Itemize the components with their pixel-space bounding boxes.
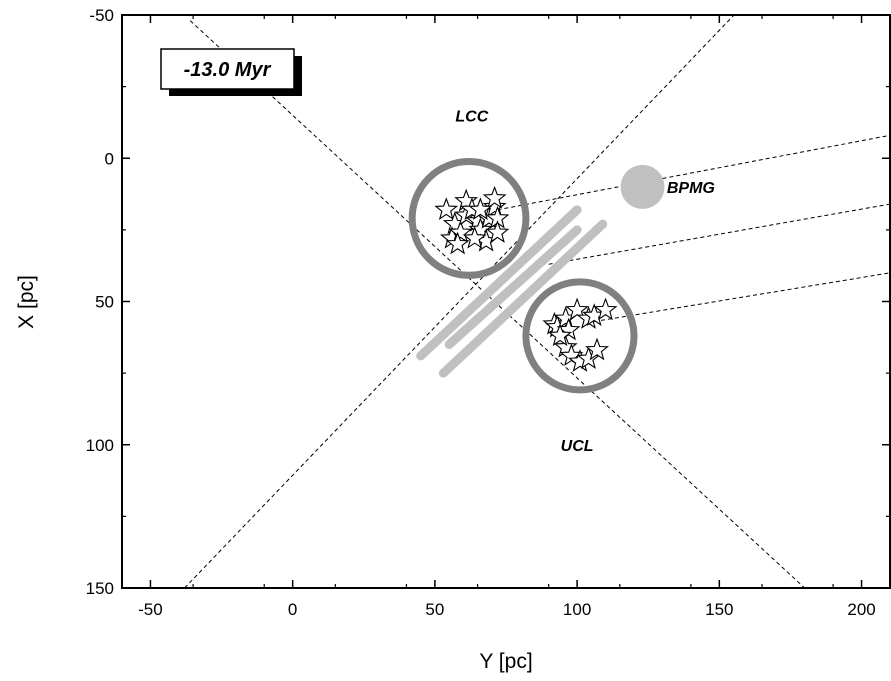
ticks: -50 0 50 100 150 200 -50 0 50 100 150 <box>86 6 890 619</box>
star-marker-lcc <box>448 220 473 243</box>
star-marker-ucl <box>565 297 590 321</box>
star-marker-lcc <box>468 197 493 220</box>
x-tick-label: 200 <box>847 600 875 619</box>
x-axis-title: Y [pc] <box>479 650 532 673</box>
star-marker-lcc <box>434 197 459 220</box>
group-circle-lcc <box>408 158 530 279</box>
plot-frame <box>121 14 891 589</box>
y-tick-label: 0 <box>105 149 114 168</box>
region-label-bpmg: BPMG <box>667 180 715 197</box>
region-labels: LCC UCL BPMG <box>455 108 714 454</box>
y-tick-label: 100 <box>86 436 114 455</box>
x-tick-label: 50 <box>425 600 444 619</box>
time-label: -13.0 Myr <box>184 59 272 81</box>
time-label-frame <box>160 48 295 90</box>
star-marker-lcc <box>462 225 487 249</box>
x-tick-label: 100 <box>563 600 591 619</box>
star-marker-ucl <box>585 337 610 361</box>
time-label-box: -13.0 Myr <box>160 48 302 96</box>
gray-bar <box>438 219 608 378</box>
y-tick-label: 50 <box>95 293 114 312</box>
gray-bar <box>416 205 582 361</box>
y-tick-label: -50 <box>89 6 114 25</box>
x-tick-label: 150 <box>705 600 733 619</box>
group-circles <box>408 158 665 394</box>
dashed-line <box>548 203 890 265</box>
dashed-line <box>189 20 806 588</box>
gray-bars <box>416 205 608 378</box>
region-label-lcc: LCC <box>455 108 488 125</box>
dashed-lines <box>184 15 890 588</box>
star-markers <box>434 185 618 372</box>
y-tick-label: 150 <box>86 579 114 598</box>
x-tick-label: 0 <box>288 600 297 619</box>
region-label-ucl: UCL <box>561 438 594 455</box>
y-axis-title: X [pc] <box>15 275 38 329</box>
star-marker-ucl <box>548 323 572 347</box>
star-marker-lcc <box>482 185 507 209</box>
x-tick-label: -50 <box>138 600 163 619</box>
gray-bar <box>444 225 582 349</box>
group-circle-ucl <box>522 278 638 394</box>
bpmg-point <box>620 164 665 209</box>
dashed-line <box>184 15 735 588</box>
dashed-line <box>594 272 890 323</box>
dashed-line <box>497 134 890 211</box>
star-marker-lcc <box>482 194 507 218</box>
star-marker-ucl <box>593 297 618 321</box>
star-marker-lcc <box>485 220 510 243</box>
star-marker-lcc <box>445 231 470 255</box>
